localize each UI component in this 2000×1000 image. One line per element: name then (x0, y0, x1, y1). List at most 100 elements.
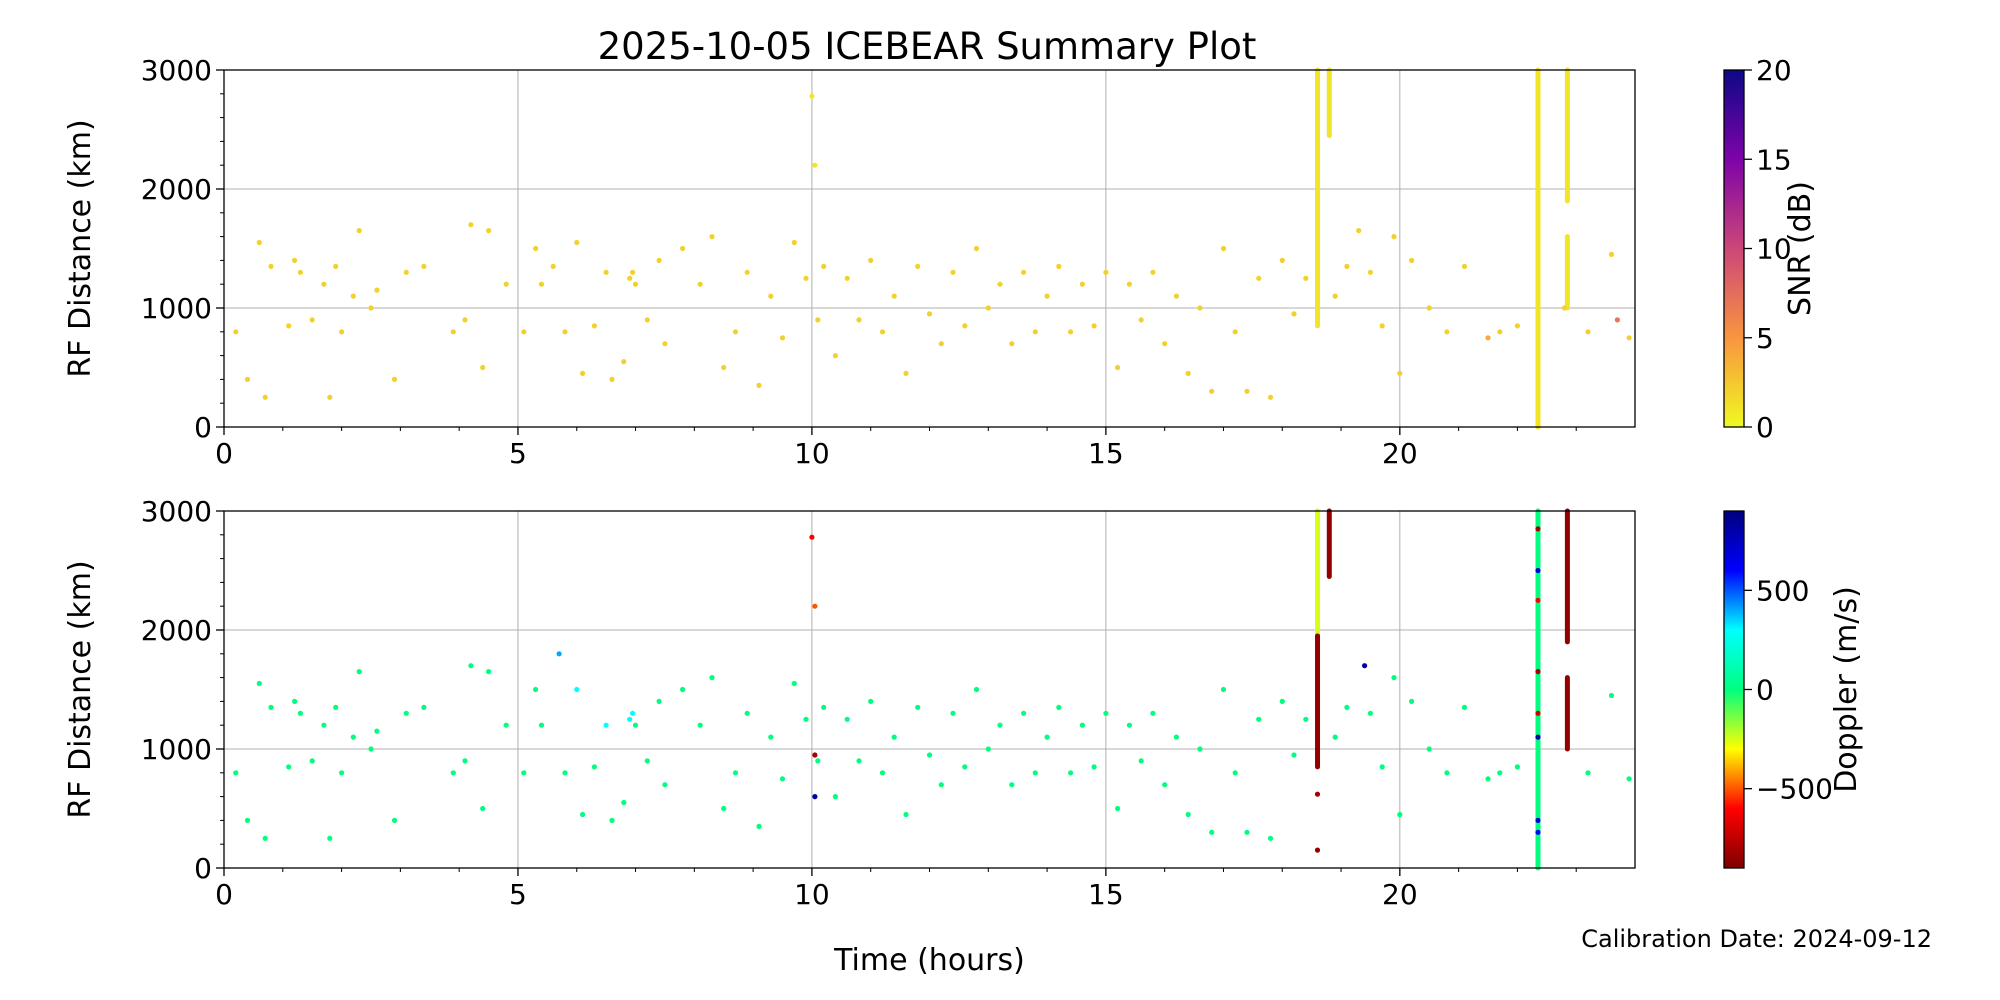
data-point (521, 770, 527, 776)
data-point (1032, 770, 1038, 776)
data-point (562, 770, 568, 776)
data-point (1485, 776, 1491, 782)
data-point (844, 716, 850, 722)
data-point (832, 794, 839, 800)
data-point (1535, 710, 1541, 716)
data-point (1079, 281, 1085, 287)
figure-title: 2025-10-05 ICEBEAR Summary Plot (598, 25, 1257, 68)
data-point (462, 317, 468, 323)
data-point (903, 370, 909, 376)
data-point (1608, 692, 1615, 699)
plot-area (224, 70, 1635, 427)
data-point (1091, 764, 1097, 770)
data-point (262, 394, 268, 400)
data-point (574, 239, 580, 246)
data-point (832, 353, 839, 359)
data-point (486, 228, 492, 234)
data-point (938, 341, 944, 347)
data-point (462, 758, 468, 764)
colorbar-label: Doppler (m/s) (1829, 586, 1864, 793)
calibration-date: Calibration Date: 2024-09-12 (1581, 925, 1932, 953)
data-point (533, 686, 539, 693)
data-point (403, 710, 409, 716)
data-point (292, 698, 298, 705)
data-point (1561, 305, 1568, 311)
data-point (1426, 305, 1432, 311)
data-point (1497, 770, 1503, 776)
data-point (450, 329, 456, 335)
data-point (1314, 791, 1321, 797)
data-point (1303, 275, 1309, 281)
data-point (286, 323, 292, 329)
y-tick-label: 1000 (141, 733, 212, 766)
data-point (803, 716, 809, 722)
data-point (1162, 341, 1168, 347)
data-point (1379, 323, 1385, 329)
data-point (1209, 829, 1215, 835)
data-point (1535, 817, 1541, 824)
data-point (262, 835, 268, 841)
data-point (768, 293, 774, 299)
data-point (812, 603, 818, 609)
data-point (468, 663, 474, 669)
x-tick-label: 5 (509, 437, 527, 470)
data-point (538, 722, 545, 728)
x-tick-label: 10 (794, 878, 830, 911)
data-point (1232, 329, 1238, 335)
data-point (812, 752, 818, 758)
data-point (538, 281, 545, 287)
data-point (1150, 710, 1156, 716)
colorbar-tick-label: 0 (1756, 674, 1774, 707)
y-tick-label: 1000 (141, 292, 212, 325)
data-point (1535, 669, 1541, 675)
data-point (350, 734, 356, 740)
data-point (480, 364, 486, 371)
data-point (1332, 293, 1338, 299)
data-point (356, 228, 362, 234)
data-point (556, 651, 562, 657)
data-point (1614, 317, 1620, 323)
data-point (915, 263, 921, 269)
data-point (1244, 388, 1250, 394)
data-point (603, 269, 609, 275)
data-point (985, 746, 991, 752)
x-tick-label: 15 (1088, 437, 1124, 470)
data-point (997, 722, 1003, 728)
data-point (1535, 597, 1541, 603)
data-point (403, 269, 409, 275)
data-point (503, 722, 509, 728)
data-point (1362, 663, 1368, 669)
data-point (609, 817, 615, 824)
data-point (268, 263, 274, 269)
y-axis-label: RF Distance (km) (63, 119, 98, 377)
x-tick-label: 20 (1382, 437, 1418, 470)
data-point (950, 269, 956, 275)
data-point (632, 281, 639, 287)
data-point (1514, 323, 1520, 329)
data-point (879, 770, 886, 776)
data-point (321, 281, 327, 287)
data-point (374, 287, 380, 293)
data-point (1021, 710, 1027, 716)
data-point (591, 323, 598, 329)
data-point (768, 734, 774, 740)
y-axis-label: RF Distance (km) (63, 560, 98, 818)
data-point (503, 281, 509, 287)
data-point (1032, 329, 1038, 335)
data-point (450, 770, 456, 776)
data-point (812, 794, 818, 800)
data-point (356, 669, 362, 675)
data-point (621, 359, 627, 365)
data-point (973, 686, 980, 693)
data-point (856, 758, 862, 764)
data-point (744, 710, 750, 716)
data-point (327, 394, 333, 400)
data-point (309, 317, 315, 323)
data-point (844, 275, 850, 281)
data-point (1485, 335, 1491, 341)
data-point (1397, 370, 1403, 376)
y-tick-label: 0 (194, 852, 212, 885)
data-point (856, 317, 862, 323)
data-point (1279, 257, 1285, 263)
data-point (297, 710, 303, 716)
